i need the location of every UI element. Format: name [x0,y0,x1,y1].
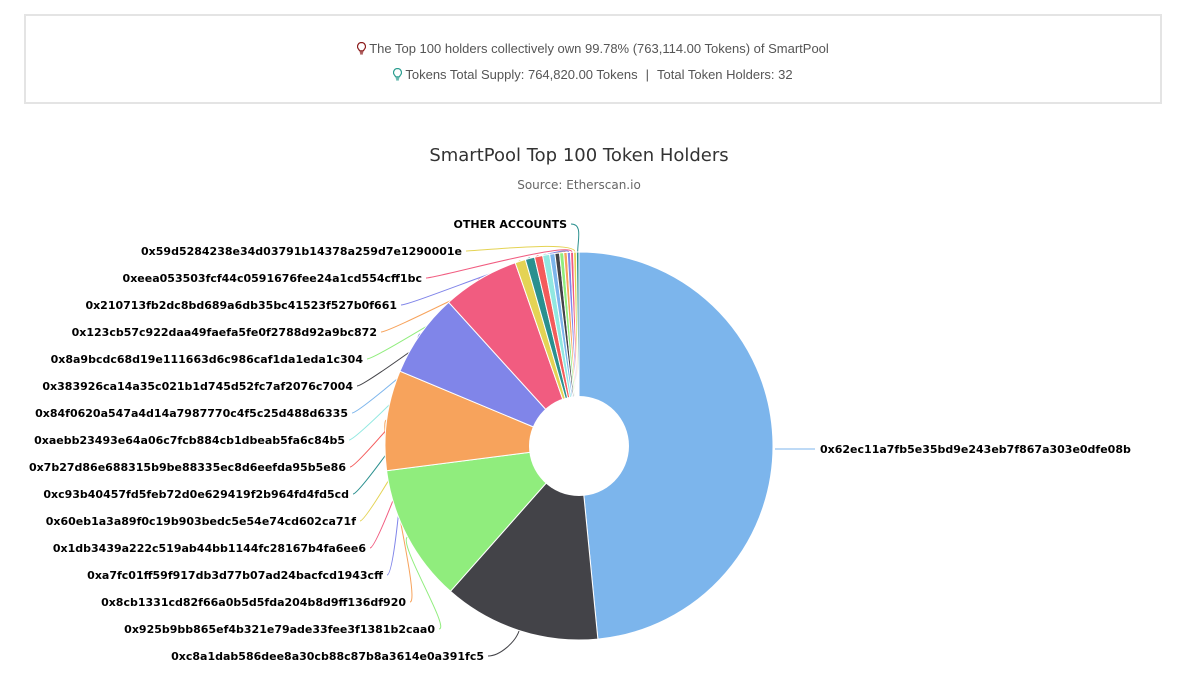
slice-label: 0x84f0620a547a4d14a7987770c4f5c25d488d63… [35,407,348,420]
slice-label: OTHER ACCOUNTS [454,218,568,231]
summary-box: The Top 100 holders collectively own 99.… [24,14,1162,104]
pie-slice[interactable] [386,445,581,592]
slice-label: 0x123cb57c922daa49faefa5fe0f2788d92a9bc8… [72,326,377,339]
slice-label: 0x1db3439a222c519ab44bb1144fc28167b4fa6e… [53,542,366,555]
ownership-text: The Top 100 holders collectively own 99.… [369,41,829,56]
label-connector [570,223,580,253]
pie-center-hole [529,396,629,496]
slice-label: 0x62ec11a7fb5e35bd9e243eb7f867a303e0dfe0… [820,443,1131,456]
chart-title: SmartPool Top 100 Token Holders [429,145,728,166]
slice-label: 0x7b27d86e688315b9be88335ec8d6eefda95b5e… [29,461,346,474]
total-supply-text: Tokens Total Supply: 764,820.00 Tokens [405,67,638,82]
slice-label: 0x60eb1a3a89f0c19b903bedc5e54e74cd602ca7… [46,515,356,528]
summary-line-supply: Tokens Total Supply: 764,820.00 Tokens | T… [26,67,1160,84]
label-connector [487,630,520,657]
slice-label: 0x8cb1331cd82f66a0b5d5fda204b8d9ff136df9… [101,596,406,609]
pie-slice[interactable] [578,251,774,640]
slice-label: 0xc93b40457fd5feb72d0e629419f2b964fd4fd5… [43,488,349,501]
separator: | [645,67,649,82]
label-connector [405,536,442,630]
total-holders-text: Total Token Holders: 32 [657,67,793,82]
label-connector [465,245,576,253]
slice-label: 0x383926ca14a35c021b1d745d52fc7af2076c70… [42,380,353,393]
slice-label: 0x925b9bb865ef4b321e79ade33fee3f1381b2ca… [124,623,435,636]
pie-slice[interactable] [449,444,599,641]
summary-line-ownership: The Top 100 holders collectively own 99.… [26,41,1160,58]
lightbulb-red-icon [357,41,367,58]
slice-label: 0xa7fc01ff59f917db3d77b07ad24bacfcd1943c… [87,569,383,582]
label-connector [425,249,573,279]
slice-label: 0xc8a1dab586dee8a30cb88c87b8a3614e0a391f… [171,650,484,663]
slice-label: 0xaebb23493e64a06c7fcb884cb1dbeab5fa6c84… [34,434,345,447]
slice-label: 0x8a9bcdc68d19e111663d6c986caf1da1eda1c3… [51,353,364,366]
slice-label: 0xeea053503fcf44c0591676fee24a1cd554cff1… [123,272,422,285]
lightbulb-teal-icon [393,67,403,84]
chart-subtitle: Source: Etherscan.io [517,178,641,192]
slice-label: 0x59d5284238e34d03791b14378a259d7e129000… [141,245,462,258]
slice-label: 0x210713fb2dc8bd689a6db35bc41523f527b0f6… [85,299,397,312]
